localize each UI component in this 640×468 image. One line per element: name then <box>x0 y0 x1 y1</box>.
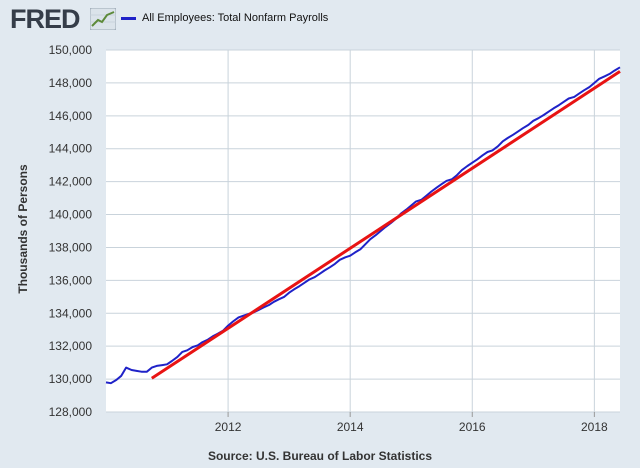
series-line-payrolls <box>105 66 621 385</box>
x-tick-label: 2016 <box>459 420 486 434</box>
fred-logo[interactable]: FRED <box>10 4 80 34</box>
y-tick-label: 144,000 <box>49 142 93 156</box>
legend-swatch-payrolls <box>121 16 136 20</box>
y-tick-label: 150,000 <box>49 43 93 57</box>
y-tick-label: 130,000 <box>49 372 93 386</box>
legend-label-payrolls: All Employees: Total Nonfarm Payrolls <box>142 12 329 24</box>
y-tick-label: 140,000 <box>49 208 93 222</box>
series-lines <box>105 66 621 385</box>
y-axis-ticks: 128,000 130,000 132,000 134,000 136,000 138,0… <box>49 43 93 419</box>
x-axis-ticks: 2012 2014 2016 2018 <box>215 412 608 434</box>
y-tick-label: 148,000 <box>49 76 93 90</box>
series-line-trend <box>150 70 621 380</box>
x-tick-label: 2014 <box>337 420 364 434</box>
y-tick-label: 138,000 <box>49 240 93 254</box>
y-tick-label: 134,000 <box>49 306 93 320</box>
y-tick-label: 128,000 <box>49 405 93 419</box>
y-tick-label: 136,000 <box>49 273 93 287</box>
y-axis-label: Thousands of Persons <box>16 164 30 294</box>
fred-trend-graph-icon <box>90 8 116 30</box>
y-tick-label: 146,000 <box>49 109 93 123</box>
chart-header: FRED All Employees: Total Nonfarm Payrol… <box>0 0 640 36</box>
source-note: Source: U.S. Bureau of Labor Statistics <box>207 449 433 463</box>
x-tick-label: 2018 <box>581 420 608 434</box>
y-tick-label: 142,000 <box>49 175 93 189</box>
chart-legend: All Employees: Total Nonfarm Payrolls <box>121 10 328 26</box>
x-tick-label: 2012 <box>215 420 242 434</box>
grid-lines <box>106 49 620 413</box>
y-tick-label: 132,000 <box>49 339 93 353</box>
